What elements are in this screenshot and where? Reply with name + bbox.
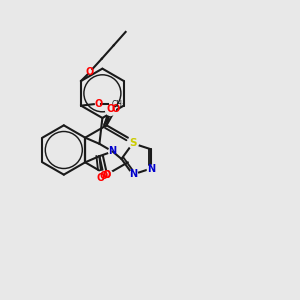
Text: O: O: [100, 171, 108, 181]
Text: O: O: [106, 104, 115, 114]
Text: O: O: [97, 173, 105, 183]
Text: S: S: [129, 138, 136, 148]
Text: N: N: [129, 169, 137, 179]
Text: O: O: [111, 104, 120, 114]
Text: N: N: [147, 164, 155, 173]
Text: O: O: [102, 170, 111, 180]
Text: O: O: [102, 170, 111, 180]
Text: O: O: [94, 99, 102, 109]
Text: N: N: [109, 146, 117, 157]
Text: O: O: [86, 67, 94, 77]
Text: CH₃: CH₃: [112, 100, 126, 109]
